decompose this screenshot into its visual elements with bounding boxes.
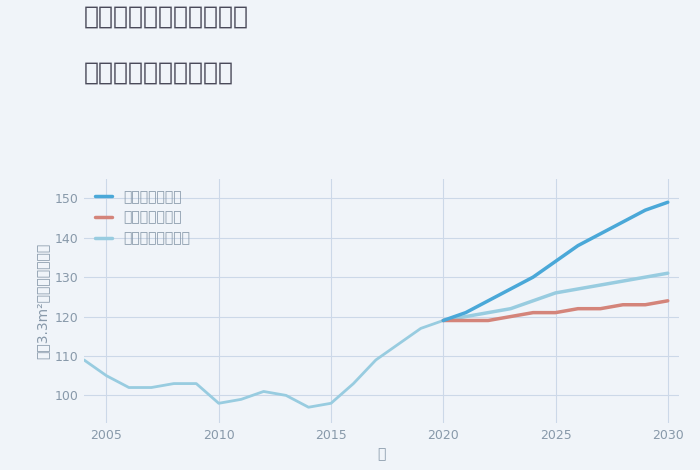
バッドシナリオ	[596, 306, 605, 312]
ノーマルシナリオ	[619, 278, 627, 284]
ノーマルシナリオ	[529, 298, 538, 304]
バッドシナリオ	[461, 318, 470, 323]
ノーマルシナリオ	[574, 286, 582, 292]
バッドシナリオ	[641, 302, 650, 307]
グッドシナリオ	[641, 207, 650, 213]
ノーマルシナリオ	[461, 314, 470, 320]
グッドシナリオ	[619, 219, 627, 225]
ノーマルシナリオ	[506, 306, 514, 312]
ノーマルシナリオ	[596, 282, 605, 288]
ノーマルシナリオ	[552, 290, 560, 296]
バッドシナリオ	[574, 306, 582, 312]
バッドシナリオ	[439, 318, 447, 323]
グッドシナリオ	[664, 199, 672, 205]
Line: バッドシナリオ: バッドシナリオ	[443, 301, 668, 321]
Text: 埼玉県川口市南鳩ヶ谷の: 埼玉県川口市南鳩ヶ谷の	[84, 5, 249, 29]
バッドシナリオ	[506, 314, 514, 320]
Line: グッドシナリオ: グッドシナリオ	[443, 202, 668, 321]
グッドシナリオ	[529, 274, 538, 280]
Legend: グッドシナリオ, バッドシナリオ, ノーマルシナリオ: グッドシナリオ, バッドシナリオ, ノーマルシナリオ	[91, 186, 194, 250]
グッドシナリオ	[552, 258, 560, 264]
グッドシナリオ	[596, 231, 605, 236]
バッドシナリオ	[552, 310, 560, 315]
Y-axis label: 坪（3.3m²）単価（万円）: 坪（3.3m²）単価（万円）	[35, 243, 49, 359]
バッドシナリオ	[619, 302, 627, 307]
ノーマルシナリオ	[641, 274, 650, 280]
バッドシナリオ	[664, 298, 672, 304]
グッドシナリオ	[439, 318, 447, 323]
バッドシナリオ	[484, 318, 492, 323]
Text: 中古戸建ての価格推移: 中古戸建ての価格推移	[84, 61, 234, 85]
ノーマルシナリオ	[439, 318, 447, 323]
グッドシナリオ	[484, 298, 492, 304]
ノーマルシナリオ	[484, 310, 492, 315]
ノーマルシナリオ	[664, 270, 672, 276]
Line: ノーマルシナリオ: ノーマルシナリオ	[443, 273, 668, 321]
グッドシナリオ	[574, 243, 582, 249]
グッドシナリオ	[506, 286, 514, 292]
バッドシナリオ	[529, 310, 538, 315]
グッドシナリオ	[461, 310, 470, 315]
X-axis label: 年: 年	[377, 447, 386, 461]
